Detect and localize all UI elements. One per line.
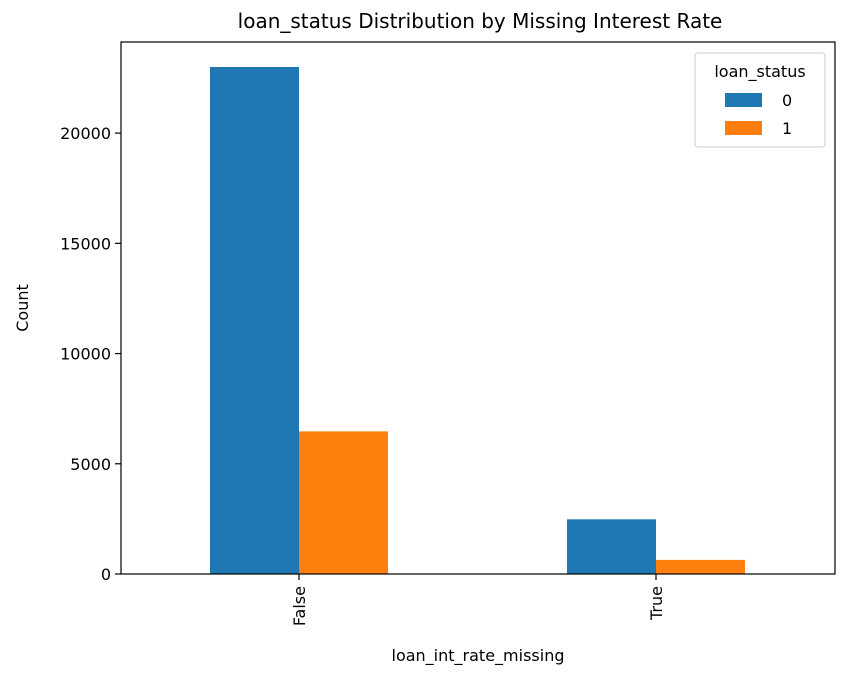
x-tick-label: True [647,586,666,621]
legend-swatch-series-0 [725,93,762,107]
legend-label-series-1: 1 [782,119,792,138]
legend-title: loan_status [714,62,805,82]
plot-frame [120,41,836,575]
legend: loan_status 0 1 [694,52,826,148]
y-tick-label: 0 [101,565,111,584]
bar-false-series-1 [299,431,388,574]
x-tick-label: False [290,586,309,626]
bar-true-series-0 [567,519,656,574]
y-tick-label: 20000 [60,124,111,143]
y-tick-label: 10000 [60,345,111,364]
y-tick-label: 5000 [70,455,111,474]
legend-label-series-0: 0 [782,91,792,110]
x-axis-label: loan_int_rate_missing [392,646,565,666]
legend-swatch-series-1 [725,121,762,135]
chart-title: loan_status Distribution by Missing Inte… [238,9,723,33]
bar-false-series-0 [210,67,299,574]
y-axis-label: Count [13,284,32,332]
plot-area: 0 5000 10000 15000 20000 False True [60,41,836,626]
y-tick-label: 15000 [60,234,111,253]
bar-true-series-1 [656,559,745,574]
